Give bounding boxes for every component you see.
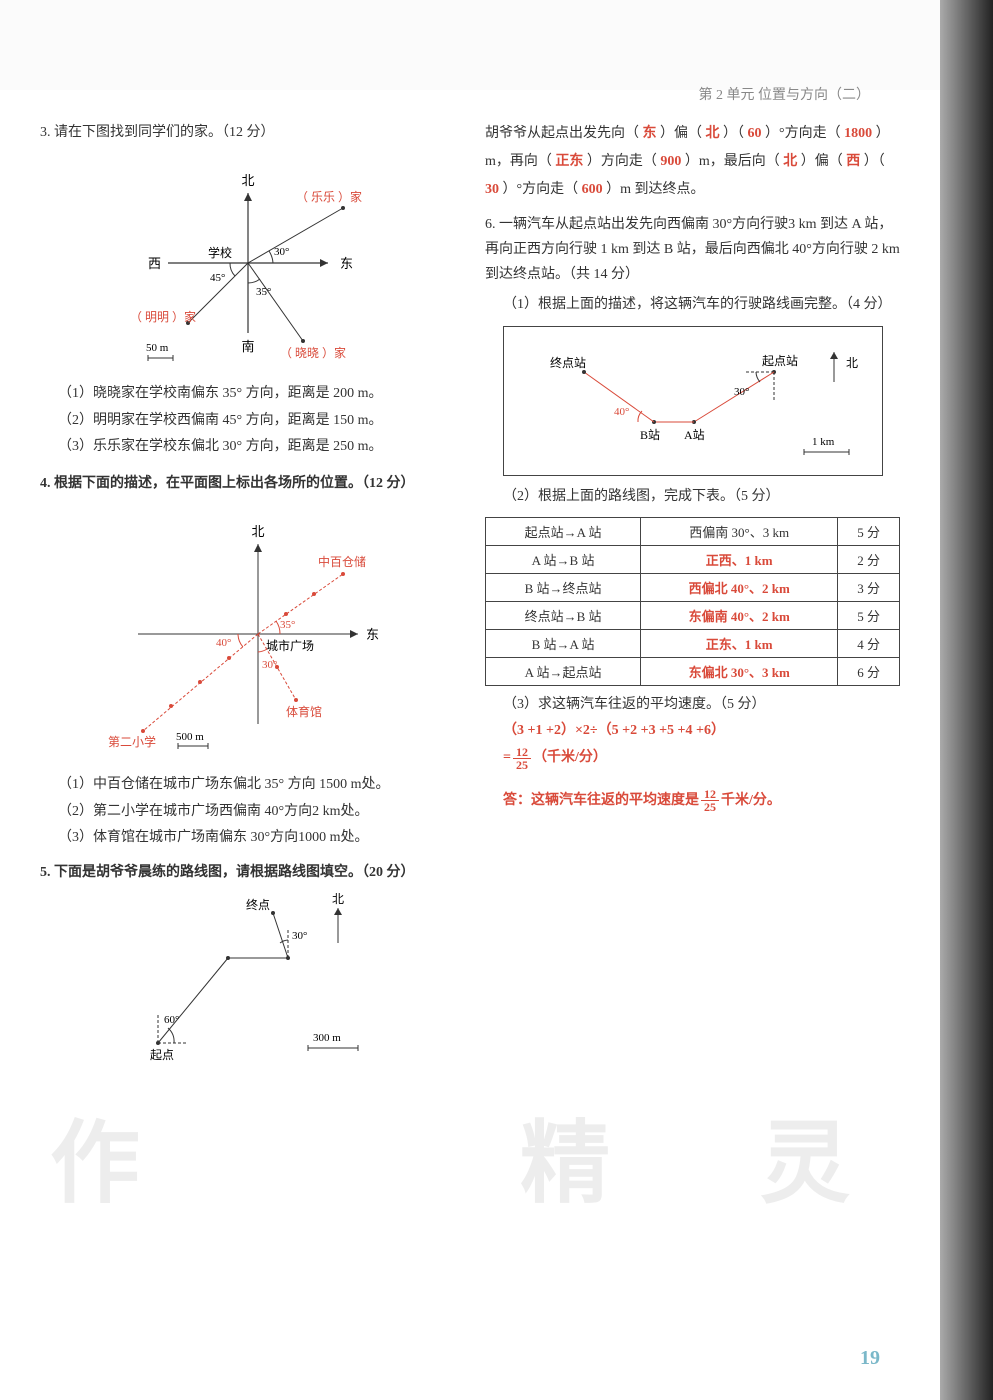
svg-text:学校: 学校 xyxy=(208,245,232,260)
q3-diagram: 北 南 东 西 学校 （ 乐乐 ）家 30° （ 明明 ）家 4 xyxy=(108,153,388,373)
q6-answer: 答：这辆汽车往返的平均速度是 12 25 千米/分。 xyxy=(485,788,900,815)
svg-text:35°: 35° xyxy=(256,286,271,298)
q5-title: 5. 下面是胡爷爷晨练的路线图，请根据路线图填空。（20 分） xyxy=(40,860,455,885)
svg-text:30°: 30° xyxy=(274,246,289,258)
unit-prefix: 第 xyxy=(699,88,713,103)
watermark-3: 灵 xyxy=(760,1090,850,1220)
table-cell: 东偏南 40°、2 km xyxy=(641,601,838,629)
q4-diagram: 北 东 城市广场 中百仓储 35° xyxy=(98,504,398,764)
q5-diagram: 起点 60° 终点 30° xyxy=(98,893,398,1073)
svg-text:40°: 40° xyxy=(614,406,629,418)
q3-sub1: （1）晓晓家在学校南偏东 35° 方向，距离是 200 m。 xyxy=(40,381,455,408)
table-cell: 3 分 xyxy=(838,573,900,601)
table-cell: A 站→起点站 xyxy=(486,657,641,685)
svg-text:体育馆: 体育馆 xyxy=(286,704,322,719)
svg-text:（ 明明 ）家: （ 明明 ）家 xyxy=(130,309,196,324)
right-gutter xyxy=(940,0,993,1400)
q3-sub3: （3）乐乐家在学校东偏北 30° 方向，距离是 250 m。 xyxy=(40,434,455,461)
svg-text:西: 西 xyxy=(148,256,161,271)
svg-text:500 m: 500 m xyxy=(176,731,204,743)
table-cell: B 站→A 站 xyxy=(486,629,641,657)
svg-text:40°: 40° xyxy=(216,637,231,649)
table-cell: 正西、1 km xyxy=(641,545,838,573)
table-cell: 6 分 xyxy=(838,657,900,685)
table-cell: 终点站→B 站 xyxy=(486,601,641,629)
table-cell: 4 分 xyxy=(838,629,900,657)
table-cell: 5 分 xyxy=(838,601,900,629)
table-cell: 西偏北 40°、2 km xyxy=(641,573,838,601)
q6-title: 6. 一辆汽车从起点站出发先向西偏南 30°方向行驶3 km 到达 A 站，再向… xyxy=(485,212,900,288)
q5-fill: 胡爷爷从起点出发先向（ 东 ）偏（ 北 ）（ 60 ）°方向走（ 1800 ）m… xyxy=(485,120,900,204)
watermark-2: 精 xyxy=(520,1090,610,1220)
svg-text:B站: B站 xyxy=(640,428,660,442)
svg-text:北: 北 xyxy=(241,173,254,188)
svg-text:A站: A站 xyxy=(684,428,705,442)
q6-sub3: （3）求这辆汽车往返的平均速度。（5 分） xyxy=(485,692,900,719)
svg-text:60°: 60° xyxy=(164,1014,179,1026)
table-cell: 东偏北 30°、3 km xyxy=(641,657,838,685)
svg-text:30°: 30° xyxy=(262,659,277,671)
svg-text:（ 晓晓 ）家: （ 晓晓 ）家 xyxy=(280,345,346,360)
right-column: 胡爷爷从起点出发先向（ 东 ）偏（ 北 ）（ 60 ）°方向走（ 1800 ）m… xyxy=(485,120,900,1081)
unit-header: 第 2 单元 位置与方向（二） xyxy=(699,84,871,104)
svg-text:35°: 35° xyxy=(280,619,295,631)
unit-label: 单元 xyxy=(727,88,755,103)
svg-text:1 km: 1 km xyxy=(812,436,835,448)
q4-sub1: （1）中百仓储在城市广场东偏北 35° 方向 1500 m处。 xyxy=(40,772,455,799)
svg-text:45°: 45° xyxy=(210,272,225,284)
columns: 3. 请在下图找到同学们的家。（12 分） 北 南 东 西 学校 （ 乐乐 ）家 xyxy=(40,120,900,1081)
svg-text:30°: 30° xyxy=(292,930,307,942)
svg-text:起点: 起点 xyxy=(150,1048,174,1062)
svg-text:北: 北 xyxy=(251,524,264,539)
q3-sub2: （2）明明家在学校西偏南 45° 方向，距离是 150 m。 xyxy=(40,408,455,435)
q6-calc1: （3 +1 +2）×2÷（5 +2 +3 +5 +4 +6） xyxy=(485,718,900,745)
svg-text:北: 北 xyxy=(332,893,344,906)
svg-text:终点: 终点 xyxy=(246,897,270,912)
svg-text:城市广场: 城市广场 xyxy=(266,638,314,653)
q6-table: 起点站→A 站西偏南 30°、3 km5 分A 站→B 站正西、1 km2 分B… xyxy=(485,517,900,686)
q4-title: 4. 根据下面的描述，在平面图上标出各场所的位置。（12 分） xyxy=(40,471,455,496)
header-bg xyxy=(0,0,940,90)
table-cell: 正东、1 km xyxy=(641,629,838,657)
svg-text:中百仓储: 中百仓储 xyxy=(318,554,366,569)
svg-text:东: 东 xyxy=(340,256,353,271)
svg-text:300 m: 300 m xyxy=(313,1032,341,1044)
left-column: 3. 请在下图找到同学们的家。（12 分） 北 南 东 西 学校 （ 乐乐 ）家 xyxy=(40,120,455,1081)
svg-text:（ 乐乐 ）家: （ 乐乐 ）家 xyxy=(296,189,362,204)
svg-text:第二小学: 第二小学 xyxy=(108,734,156,749)
page-number: 19 xyxy=(860,1347,880,1370)
q4-sub3: （3）体育馆在城市广场南偏东 30°方向1000 m处。 xyxy=(40,825,455,852)
svg-text:北: 北 xyxy=(846,356,858,370)
table-cell: B 站→终点站 xyxy=(486,573,641,601)
svg-text:南: 南 xyxy=(241,339,254,354)
watermark-1: 作 xyxy=(50,1090,140,1220)
q3-title: 3. 请在下图找到同学们的家。（12 分） xyxy=(40,120,455,145)
table-cell: 西偏南 30°、3 km xyxy=(641,517,838,545)
svg-text:起点站: 起点站 xyxy=(762,354,798,368)
q6-calc2: = 12 25 （千米/分） xyxy=(485,745,900,772)
svg-text:30°: 30° xyxy=(734,386,749,398)
q6-sub2: （2）根据上面的路线图，完成下表。（5 分） xyxy=(485,484,900,511)
svg-text:终点站: 终点站 xyxy=(550,355,586,370)
svg-text:50 m: 50 m xyxy=(146,342,169,354)
table-cell: 起点站→A 站 xyxy=(486,517,641,545)
q4-sub2: （2）第二小学在城市广场西偏南 40°方向2 km处。 xyxy=(40,799,455,826)
table-cell: 2 分 xyxy=(838,545,900,573)
svg-text:东: 东 xyxy=(366,627,379,642)
unit-num: 2 xyxy=(716,88,723,104)
table-cell: 5 分 xyxy=(838,517,900,545)
table-cell: A 站→B 站 xyxy=(486,545,641,573)
unit-title: 位置与方向（二） xyxy=(758,88,870,103)
q6-diagram: 北 起点站 30° A站 B站 40° xyxy=(503,326,883,476)
page: 第 2 单元 位置与方向（二） 3. 请在下图找到同学们的家。（12 分） 北 … xyxy=(0,0,940,1400)
q6-sub1: （1）根据上面的描述，将这辆汽车的行驶路线画完整。（4 分） xyxy=(485,292,900,319)
